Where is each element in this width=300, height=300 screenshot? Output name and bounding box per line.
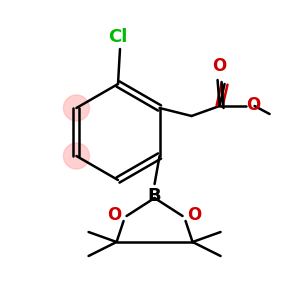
Text: B: B [148,187,161,205]
Circle shape [63,95,89,121]
Text: O: O [212,57,227,75]
Text: O: O [188,206,202,224]
Text: Cl: Cl [108,28,128,46]
Text: O: O [247,96,261,114]
Circle shape [63,143,89,169]
Text: O: O [107,206,122,224]
